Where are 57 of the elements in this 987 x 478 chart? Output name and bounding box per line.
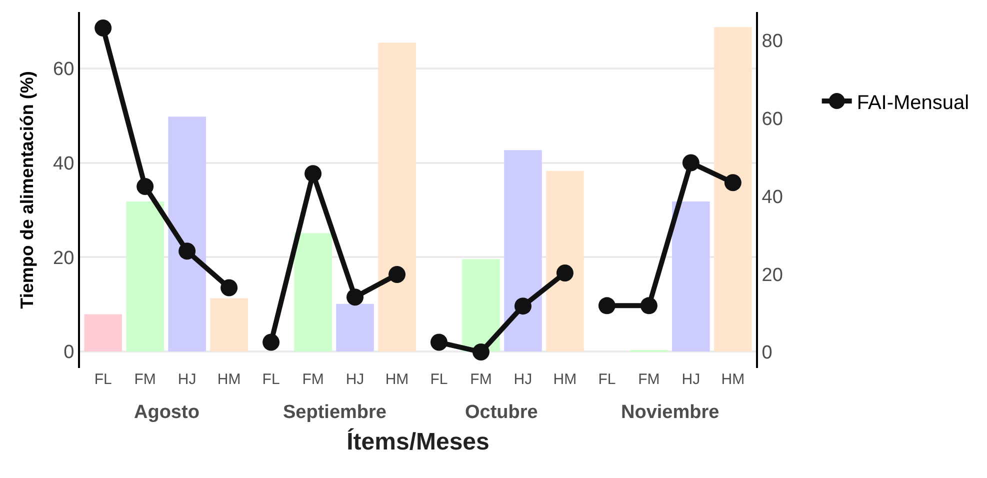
bar: [210, 298, 248, 352]
y-tick-label: 40: [53, 154, 74, 175]
point: [220, 279, 238, 296]
x-tick-label: HM: [385, 371, 409, 388]
bar: [546, 170, 584, 352]
x-axis-title: Ítems/Meses: [346, 427, 490, 456]
x-tick-label: FM: [134, 371, 156, 388]
text: Octubre: [465, 402, 538, 423]
x-tick-label: HJ: [514, 371, 532, 388]
x-tick-label: HJ: [346, 371, 364, 388]
point: [514, 298, 532, 315]
bar: [714, 27, 752, 352]
x-tick-label: FM: [638, 371, 660, 388]
point: [472, 344, 490, 361]
bar: [378, 42, 416, 352]
x-tick-label: FL: [598, 371, 616, 388]
bar: [84, 314, 122, 352]
bar: [336, 304, 374, 352]
text: Septiembre: [283, 402, 386, 423]
y2-tick-label: 20: [762, 264, 783, 286]
point: [304, 165, 322, 182]
y-tick-label: 0: [64, 342, 74, 364]
y-axis-title: Tiempo de alimentación (%): [16, 71, 37, 309]
x-tick-label: FL: [262, 371, 280, 388]
point: [136, 178, 154, 195]
point: [346, 288, 364, 306]
legend-label: FAI-Mensual: [856, 92, 970, 114]
x-tick-label: FL: [94, 371, 112, 388]
point: [178, 242, 196, 260]
y2-tick-label: 0: [762, 342, 772, 364]
x-tick-label: HM: [553, 371, 577, 388]
y-tick-label: 60: [53, 59, 74, 80]
point: [682, 154, 700, 172]
x-tick-label: FM: [302, 371, 324, 388]
x-tick-label: FL: [430, 371, 448, 388]
bar: [168, 116, 206, 352]
point: [598, 297, 616, 314]
point: [556, 264, 574, 282]
y2-tick-label: 40: [762, 186, 783, 208]
text: Noviembre: [621, 402, 720, 423]
x-tick-label: HJ: [682, 371, 700, 388]
y2-tick-label: 80: [762, 31, 783, 52]
y2-tick-label: 60: [762, 108, 783, 130]
x-tick-label: HM: [217, 371, 241, 388]
point: [724, 174, 742, 192]
bar: [294, 233, 332, 352]
text: Agosto: [134, 402, 200, 423]
point: [262, 334, 280, 351]
bar: [126, 202, 164, 352]
point: [430, 334, 448, 351]
x-tick-label: HM: [721, 371, 745, 388]
point: [640, 297, 658, 314]
x-tick-label: HJ: [178, 371, 196, 388]
x-tick-label: FM: [470, 371, 492, 388]
y-tick-label: 20: [53, 248, 74, 269]
point: [94, 19, 112, 36]
point: [388, 266, 406, 284]
